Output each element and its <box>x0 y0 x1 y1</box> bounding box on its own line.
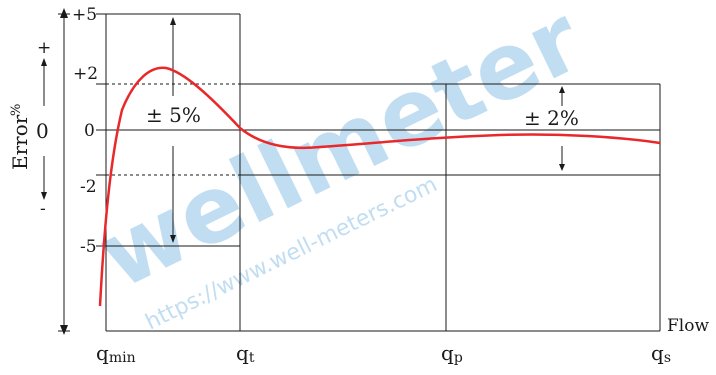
y-tick-zero: 0 <box>84 121 95 141</box>
x-tick-qs: qs <box>651 341 671 366</box>
y-axis-title-text: Error <box>8 114 32 170</box>
sign-arrows <box>41 58 47 200</box>
x-tick-qp: qp <box>441 341 463 366</box>
y-tick-plus2: +2 <box>73 64 98 84</box>
watermark-logo: wellmeter <box>83 0 598 310</box>
x-tick-qs-sub: s <box>664 350 671 366</box>
upper-tolerance-label: ± 2% <box>524 106 579 130</box>
x-tick-qt: qt <box>236 341 255 366</box>
y-tick-plus5: +5 <box>72 5 97 25</box>
y-tick-minus2: -2 <box>80 177 97 197</box>
sign-zero-label: 0 <box>36 119 49 143</box>
error-range-axis <box>58 8 70 335</box>
sign-minus-label: - <box>40 199 46 219</box>
y-tick-minus5: -5 <box>80 237 97 257</box>
x-tick-qs-main: q <box>651 341 664 365</box>
x-tick-qp-sub: p <box>454 350 463 366</box>
tolerance-arrows <box>170 17 565 243</box>
x-tick-qmin: qmin <box>96 341 136 366</box>
lower-tolerance-label: ± 5% <box>146 103 201 127</box>
x-tick-qt-sub: t <box>249 350 255 366</box>
y-tick-marks <box>96 13 106 247</box>
x-axis-title: Flow <box>667 316 709 336</box>
sign-plus-label: + <box>37 38 51 58</box>
frame-lines <box>105 13 661 332</box>
x-tick-qmin-sub: min <box>109 350 136 366</box>
x-tick-qt-main: q <box>236 341 249 365</box>
y-axis-title-unit: % <box>9 104 24 116</box>
x-tick-qmin-main: q <box>96 341 109 365</box>
x-tick-qp-main: q <box>441 341 454 365</box>
y-axis-title: Error % <box>8 104 32 170</box>
watermark: wellmeter https://www.well-meters.com <box>83 0 598 335</box>
error-curve <box>98 66 661 307</box>
